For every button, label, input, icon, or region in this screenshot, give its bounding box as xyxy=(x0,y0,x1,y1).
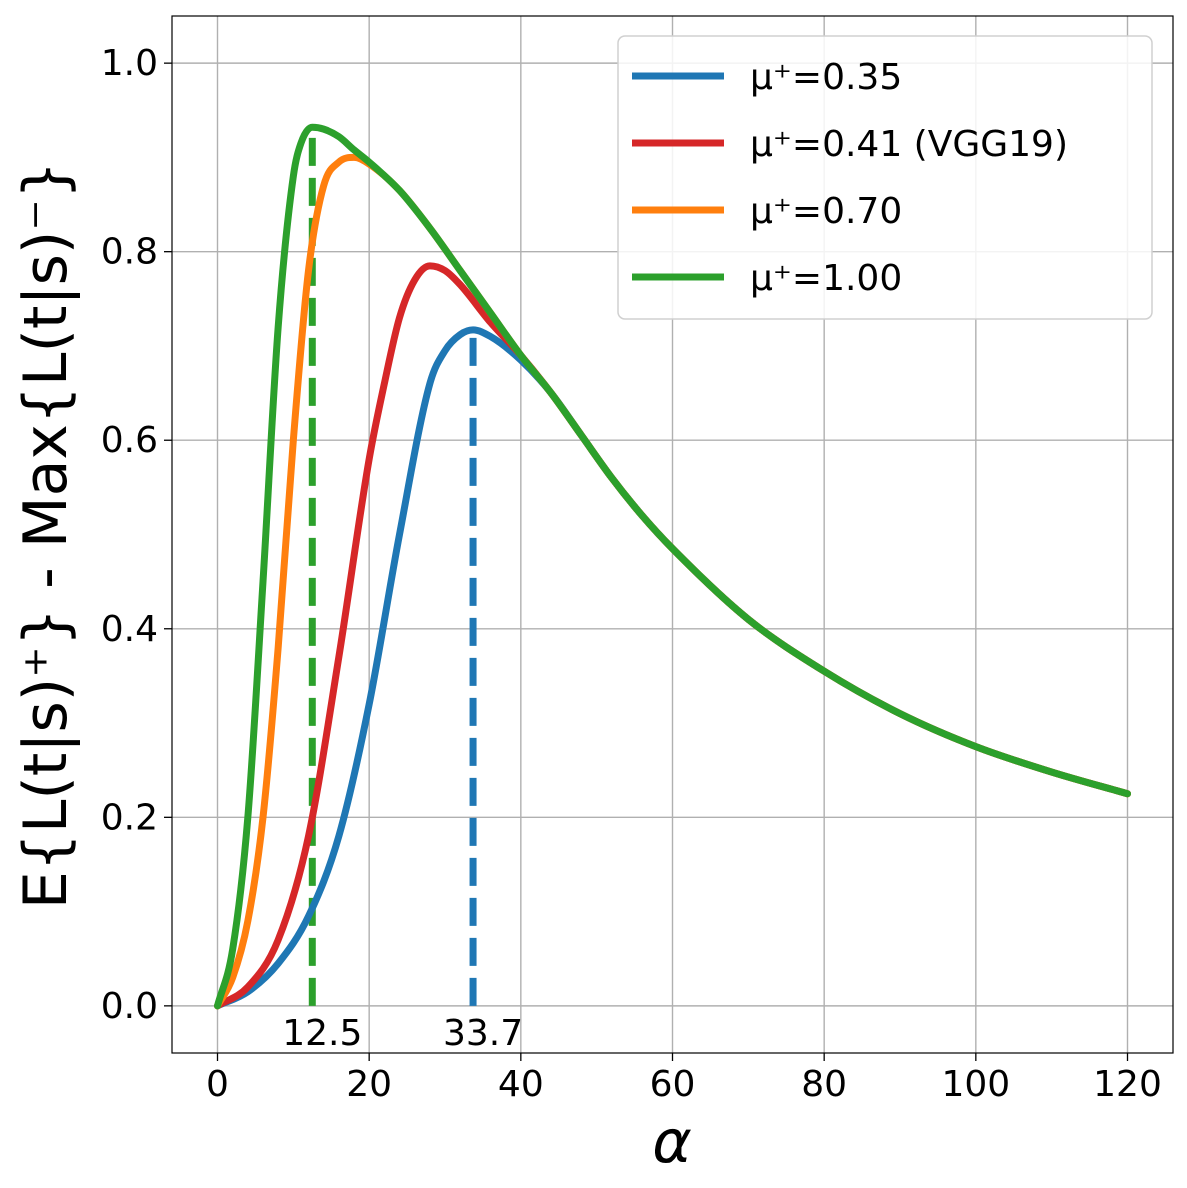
marker-label: 12.5 xyxy=(282,1013,362,1054)
legend-label: μ⁺=0.41 (VGG19) xyxy=(750,124,1068,165)
legend-label: μ⁺=0.70 xyxy=(750,191,902,232)
marker-lines xyxy=(308,127,477,1006)
y-tick-label: 0.4 xyxy=(101,609,158,650)
legend-label: μ⁺=1.00 xyxy=(750,258,902,299)
legend: μ⁺=0.35 μ⁺=0.41 (VGG19) μ⁺=0.70 μ⁺=1.00 xyxy=(617,35,1153,320)
y-tick-label: 0.8 xyxy=(101,232,158,273)
legend-box xyxy=(617,35,1153,320)
marker-labels: 12.5 33.7 xyxy=(282,1013,523,1054)
y-axis-label: E{L(t|s)⁺} - Max{L(t|s)⁻} xyxy=(11,161,81,909)
grid-lines xyxy=(172,16,1173,1053)
x-tick-label: 40 xyxy=(498,1064,544,1105)
y-tick-label: 0.6 xyxy=(101,420,158,461)
x-tick-label: 60 xyxy=(650,1064,696,1105)
legend-label: μ⁺=0.35 xyxy=(750,57,902,98)
y-tick-label: 0.0 xyxy=(101,986,158,1027)
x-tick-label: 120 xyxy=(1093,1064,1162,1105)
series-lines xyxy=(214,123,1131,1010)
x-axis-label: α xyxy=(652,1107,692,1177)
x-axis-ticks: 0 20 40 60 80 100 120 xyxy=(206,1053,1162,1105)
y-tick-label: 0.2 xyxy=(101,797,158,838)
x-tick-label: 80 xyxy=(801,1064,847,1105)
x-tick-label: 100 xyxy=(941,1064,1010,1105)
y-tick-label: 1.0 xyxy=(101,43,158,84)
y-axis-ticks: 0.0 0.2 0.4 0.6 0.8 1.0 xyxy=(101,43,172,1027)
x-tick-label: 20 xyxy=(346,1064,392,1105)
x-tick-label: 0 xyxy=(206,1064,229,1105)
marker-label: 33.7 xyxy=(443,1013,523,1054)
series-line xyxy=(214,123,1131,1010)
